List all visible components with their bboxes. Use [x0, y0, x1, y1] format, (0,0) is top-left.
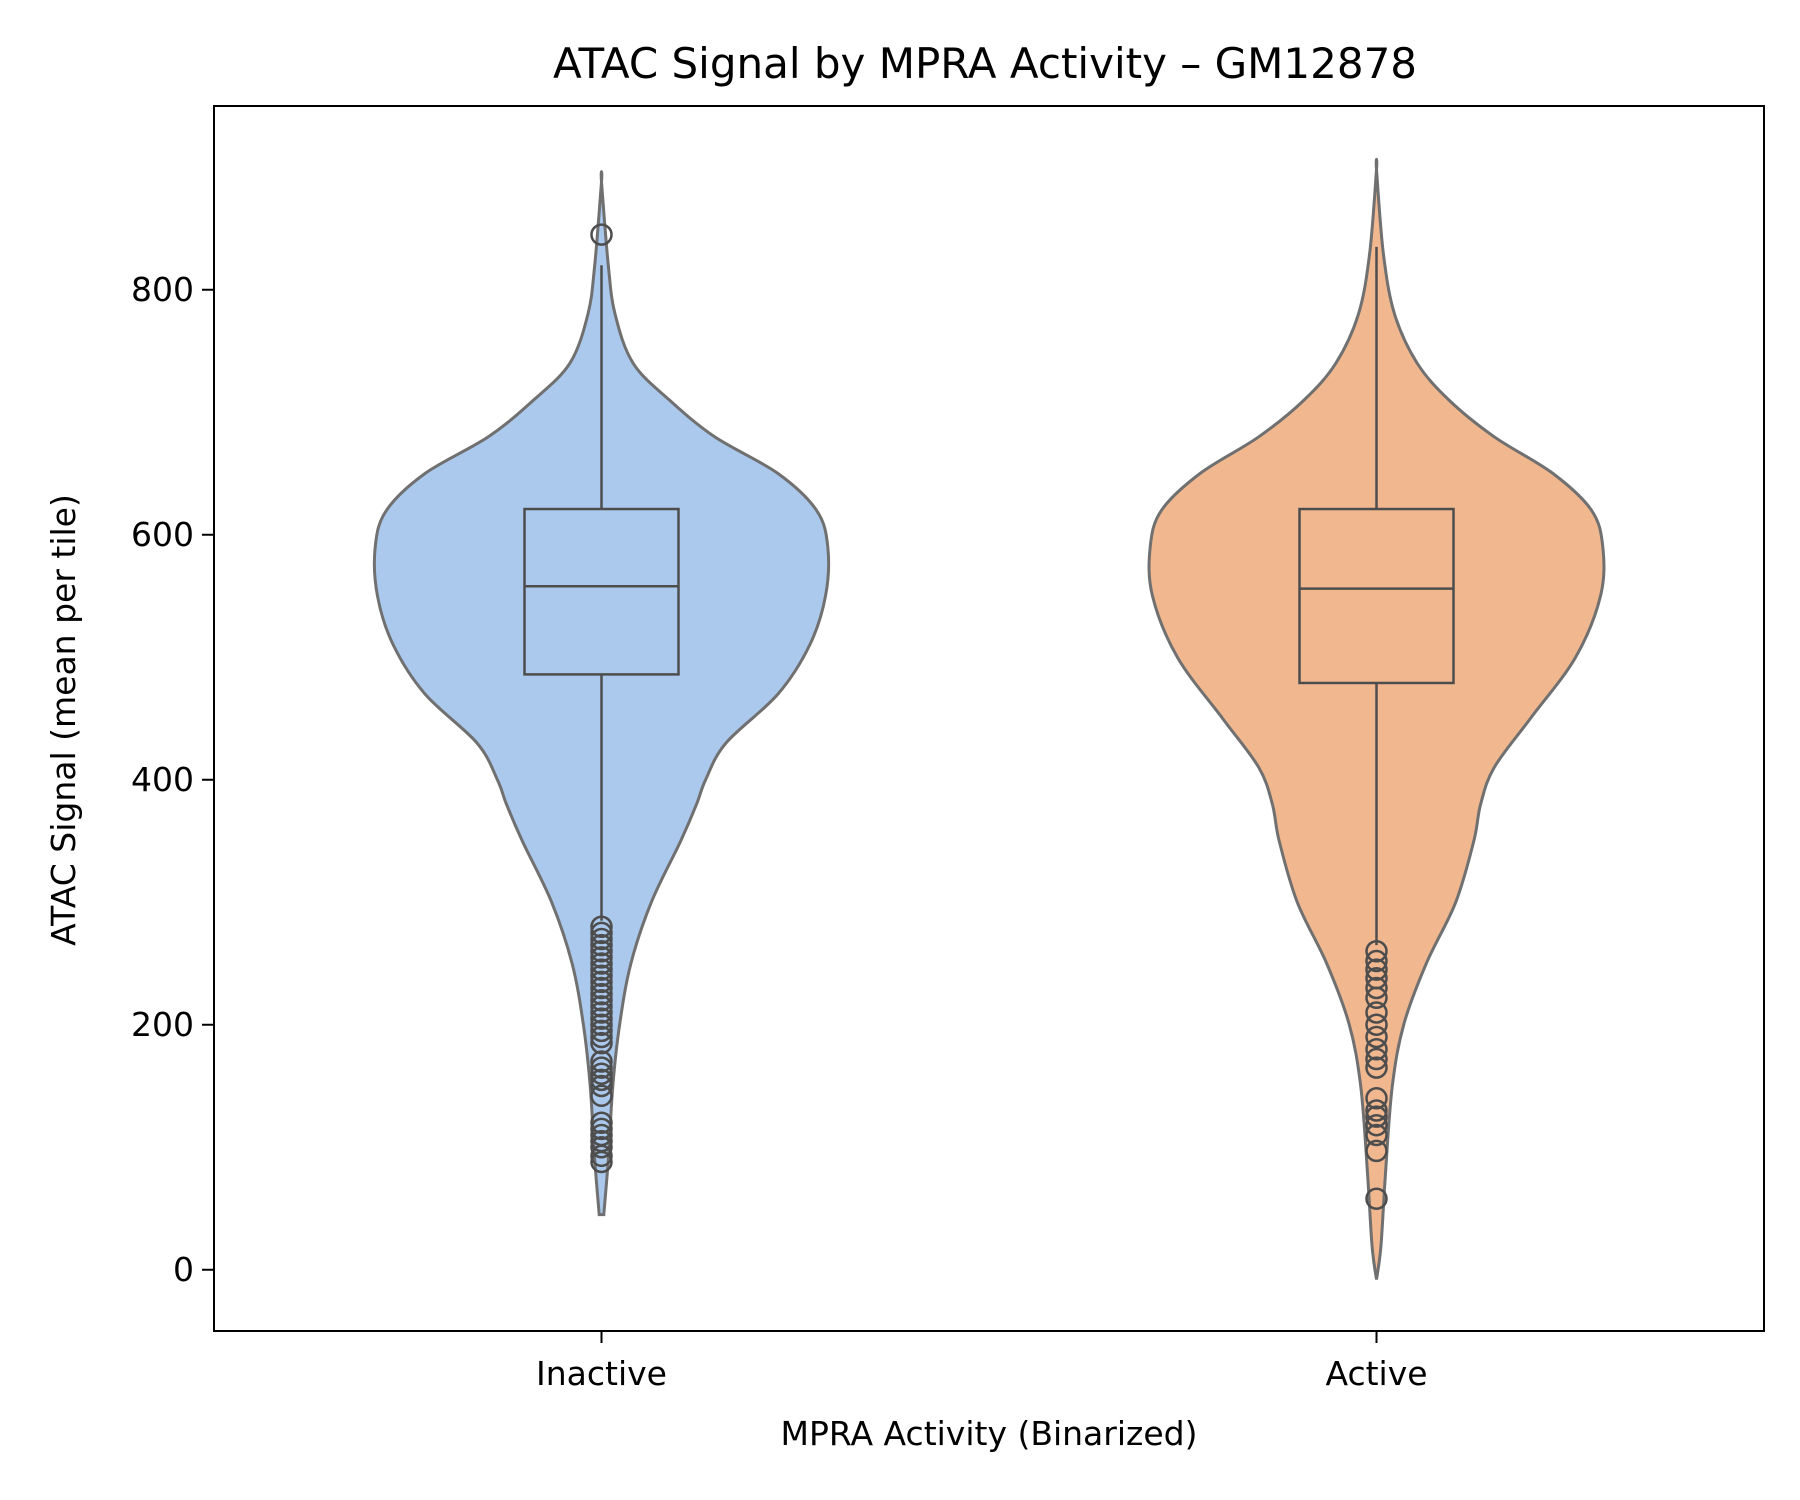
outlier-point: [1365, 1099, 1388, 1122]
y-axis-label: ATAC Signal (mean per tile): [44, 494, 83, 946]
outlier-point: [590, 1062, 613, 1085]
x-tick-label: Inactive: [536, 1354, 667, 1393]
outlier-point: [590, 1007, 613, 1030]
y-tick-label: 800: [131, 270, 194, 309]
outlier-point: [590, 952, 613, 975]
outlier-point: [590, 995, 613, 1018]
outlier-point: [590, 1025, 613, 1049]
outlier-point: [1365, 1105, 1388, 1128]
outlier-point: [590, 1001, 613, 1024]
outlier-point: [1365, 949, 1388, 973]
outlier-point: [590, 940, 613, 963]
outlier-point: [590, 946, 613, 969]
outlier-point: [590, 1056, 613, 1079]
y-axis: 0 200 400 600 800: [131, 270, 214, 1289]
outlier-point: [590, 921, 613, 945]
outlier-point: [590, 989, 613, 1012]
outlier-point: [1365, 1025, 1388, 1049]
outlier-point: [1365, 1123, 1388, 1147]
outlier-point: [1365, 1001, 1388, 1024]
outlier-point: [590, 915, 613, 938]
outlier-point: [590, 1013, 613, 1036]
outlier-point: [590, 1136, 613, 1159]
outlier-point: [590, 958, 613, 981]
outlier-point: [590, 982, 613, 1006]
x-axis: Inactive Active: [536, 1331, 1428, 1393]
outlier-point: [1365, 1139, 1388, 1163]
outlier-point: [590, 1084, 613, 1108]
iqr-box: [523, 507, 680, 676]
outlier-point: [590, 1111, 613, 1134]
outlier-point: [590, 1117, 613, 1141]
y-tick-label: 200: [131, 1005, 194, 1044]
outlier-point: [1365, 1087, 1388, 1110]
outlier-point: [590, 927, 613, 951]
y-tick-label: 0: [173, 1250, 194, 1289]
outlier-point: [1365, 1187, 1388, 1210]
outlier-point: [590, 1150, 613, 1174]
outlier-point: [1365, 1013, 1388, 1036]
outlier-point: [1365, 986, 1388, 1010]
outlier-point: [1365, 1056, 1388, 1079]
outlier-point: [590, 1068, 613, 1092]
outlier-point: [590, 1074, 613, 1098]
outlier-point: [1365, 958, 1388, 981]
plot-area: [372, 157, 1606, 1280]
outlier-point: [590, 970, 613, 994]
chart-title: ATAC Signal by MPRA Activity – GM12878: [553, 39, 1417, 88]
plot-frame: [213, 105, 1765, 1332]
outlier-point: [590, 223, 613, 246]
y-tick-label: 600: [131, 515, 194, 554]
outlier-point: [1365, 976, 1388, 1000]
outlier-point: [590, 1019, 613, 1043]
iqr-box: [1298, 507, 1455, 685]
y-tick-label: 400: [131, 760, 194, 799]
outlier-point: [1365, 1113, 1388, 1137]
outlier-point: [590, 1050, 613, 1073]
x-axis-label: MPRA Activity (Binarized): [781, 1414, 1198, 1453]
outlier-point: [1365, 1047, 1388, 1071]
x-tick-label: Active: [1325, 1354, 1427, 1393]
outlier-point: [590, 1031, 613, 1055]
outlier-point: [590, 1144, 613, 1168]
outlier-point: [590, 976, 613, 1000]
outlier-point: [1365, 940, 1388, 963]
outlier-point: [590, 964, 613, 987]
outlier-point: [590, 933, 613, 957]
outlier-point: [1365, 1038, 1388, 1061]
